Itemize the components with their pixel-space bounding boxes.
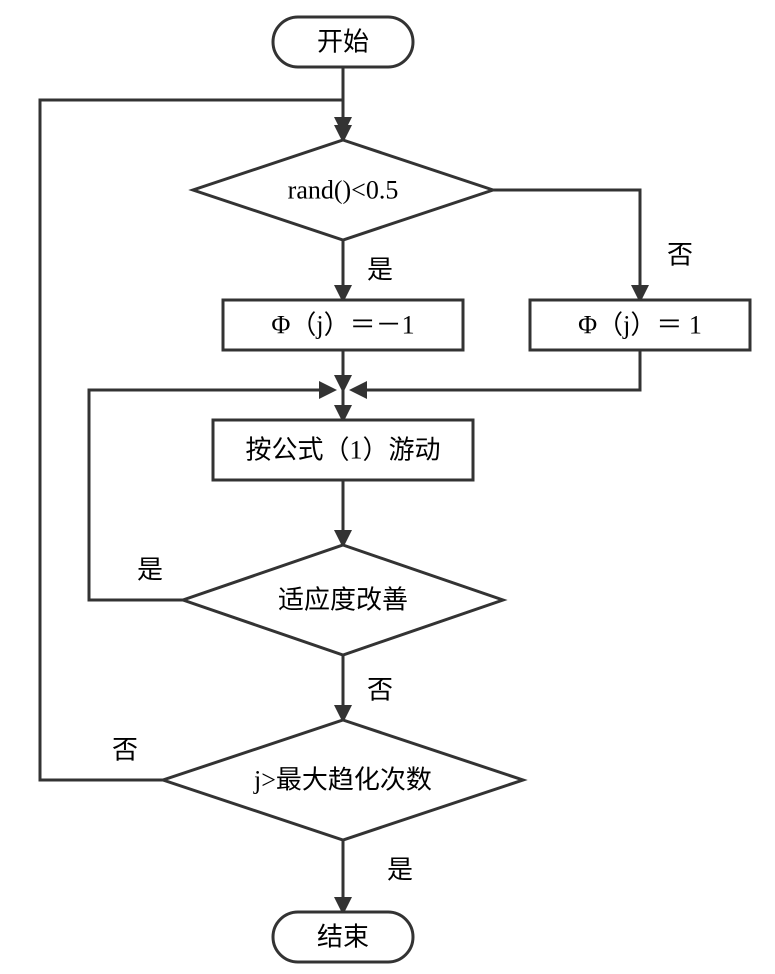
node-d_fit-label: 适应度改善 xyxy=(278,586,408,615)
edge xyxy=(493,190,640,300)
flowchart-canvas: 是否是否否是开始结束rand()<0.5Φ（j）＝－1Φ（j）＝ 1按公式（1）… xyxy=(0,0,775,974)
edge-label: 是 xyxy=(367,256,393,285)
edge-label: 是 xyxy=(387,856,413,885)
node-d_rand-label: rand()<0.5 xyxy=(288,176,399,205)
edge xyxy=(352,350,640,390)
edge-label: 否 xyxy=(667,241,693,270)
node-end-label: 结束 xyxy=(317,923,369,952)
node-p_neg-label: Φ（j）＝－1 xyxy=(271,311,414,340)
node-p_pos-label: Φ（j）＝ 1 xyxy=(578,311,702,340)
node-p_swim-label: 按公式（1）游动 xyxy=(245,436,440,465)
node-d_max-label: j>最大趋化次数 xyxy=(253,766,432,795)
node-start-label: 开始 xyxy=(317,28,369,57)
edge-label: 否 xyxy=(367,676,393,705)
edge-label: 是 xyxy=(137,556,163,585)
edge-label: 否 xyxy=(112,736,138,765)
